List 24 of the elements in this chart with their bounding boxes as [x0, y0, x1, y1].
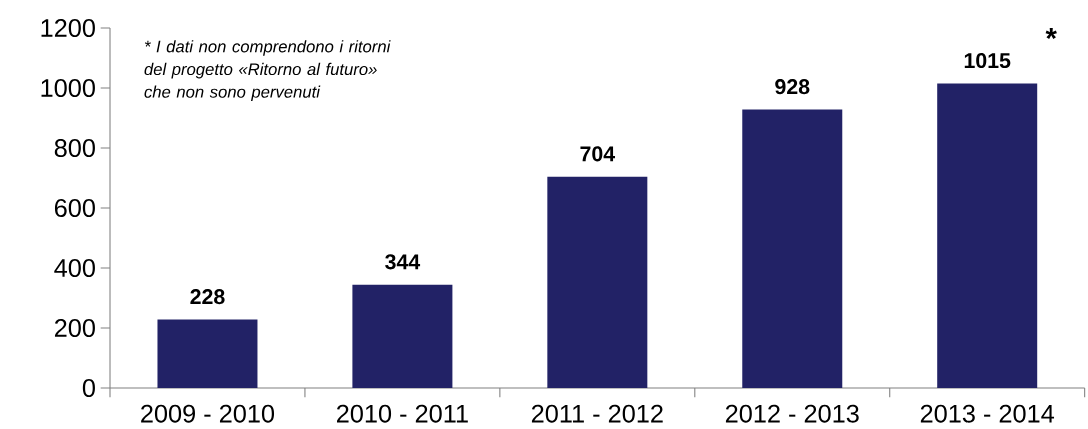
bar: [937, 83, 1038, 388]
y-tick-label: 1200: [41, 19, 95, 37]
data-label: 1015: [964, 53, 1011, 69]
y-tick-label: 0: [82, 379, 95, 397]
x-tick-label: 2011 - 2012: [531, 404, 663, 423]
data-label: 704: [580, 146, 616, 162]
data-label: 928: [775, 79, 810, 95]
x-tick-label: 2012 - 2013: [725, 404, 859, 423]
bar: [547, 176, 648, 388]
data-label: 344: [385, 254, 421, 270]
y-tick-label: 600: [54, 199, 95, 217]
y-tick-label: 800: [54, 139, 95, 157]
y-tick-label: 400: [54, 259, 95, 277]
bar: [157, 319, 258, 388]
x-tick-label: 2013 - 2014: [920, 404, 1055, 423]
annotation: * I dati non comprendono i ritorni del progetto «Ritorno al futuro» che non sono pervenuti: [144, 40, 391, 102]
bar: [352, 284, 453, 388]
annotation: *: [1045, 28, 1057, 39]
y-tick-label: 1000: [41, 79, 95, 97]
x-tick-label: 2010 - 2011: [337, 404, 468, 423]
y-tick-label: 200: [54, 319, 95, 337]
x-tick-label: 2009 - 2010: [141, 404, 275, 423]
bar: [742, 109, 843, 388]
data-label: 228: [190, 289, 225, 305]
